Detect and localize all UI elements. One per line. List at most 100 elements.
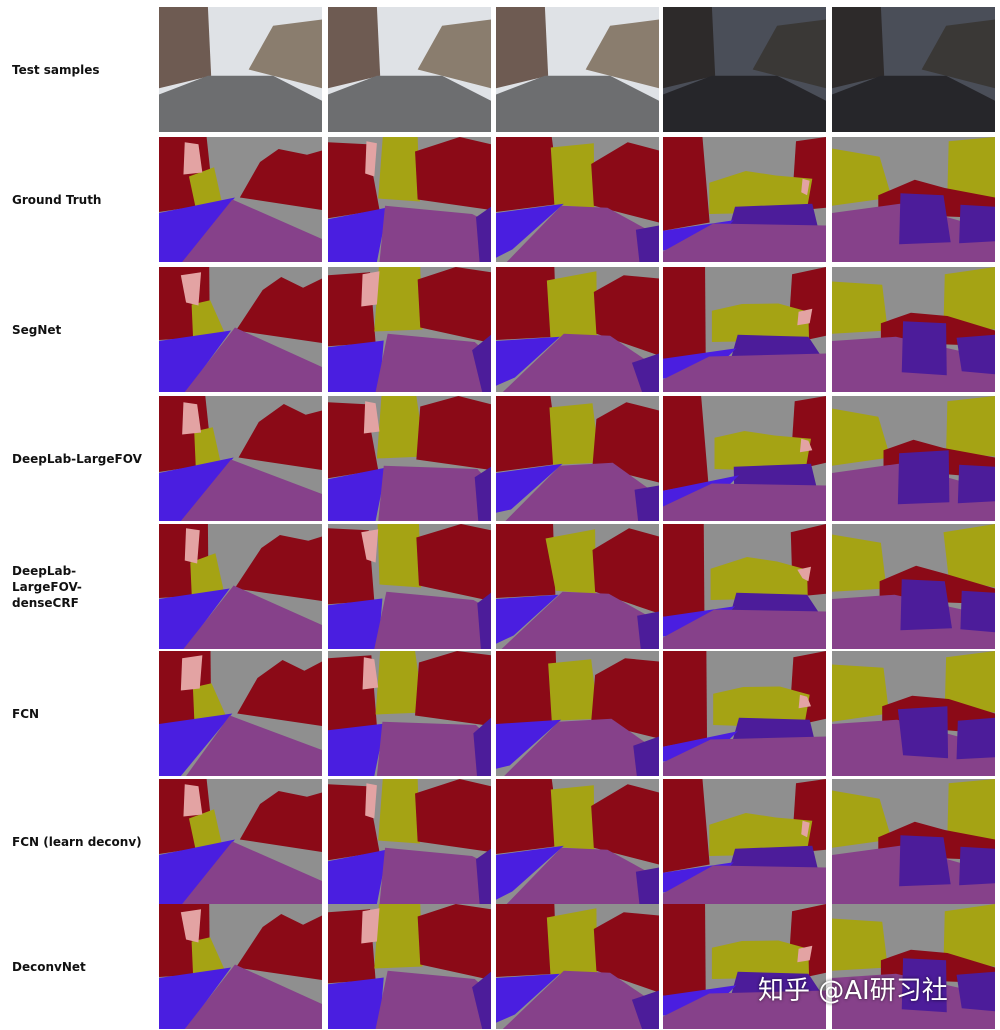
region: [239, 791, 322, 852]
region: [506, 205, 659, 262]
row-label: DeepLab-LargeFOV: [12, 451, 142, 466]
region: [328, 75, 491, 132]
region: [496, 75, 659, 132]
region: [416, 396, 491, 470]
region: [183, 585, 322, 649]
region: [663, 137, 710, 231]
region: [546, 271, 598, 338]
region: [184, 964, 322, 1029]
region: [733, 463, 817, 487]
region: [180, 655, 203, 691]
region: [897, 706, 949, 759]
region: [709, 171, 813, 214]
region: [234, 535, 322, 601]
region: [159, 75, 322, 132]
region: [496, 719, 562, 769]
region: [506, 847, 659, 904]
region: [376, 396, 426, 459]
region: [159, 457, 234, 521]
region: [956, 717, 995, 760]
segmentation-image: [496, 779, 659, 904]
region: [709, 813, 813, 856]
segmentation-image: [832, 137, 995, 262]
test-image: [159, 7, 322, 132]
region: [713, 686, 810, 728]
region: [832, 75, 995, 132]
region: [184, 327, 322, 392]
region: [328, 598, 383, 649]
region: [496, 524, 556, 598]
region: [663, 904, 706, 996]
region: [832, 664, 890, 722]
region: [592, 402, 659, 483]
segmentation-image: [328, 779, 491, 904]
region: [361, 908, 380, 944]
segmentation-image: [328, 396, 491, 521]
region: [728, 203, 818, 229]
region: [417, 267, 491, 343]
region: [731, 334, 821, 357]
region: [378, 137, 420, 202]
region: [731, 971, 821, 994]
test-image: [496, 7, 659, 132]
region: [545, 529, 596, 594]
region: [591, 658, 659, 739]
region: [730, 592, 820, 615]
region: [635, 867, 659, 904]
region: [591, 142, 659, 223]
region: [663, 990, 826, 1029]
row-label: FCN: [12, 706, 40, 721]
segmentation-image: [328, 137, 491, 262]
region: [186, 715, 322, 776]
region: [663, 609, 826, 649]
segmentation-image: [832, 396, 995, 521]
region: [832, 408, 891, 466]
segmentation-image: [832, 524, 995, 649]
region: [585, 19, 659, 89]
region: [799, 438, 813, 453]
region: [832, 534, 887, 592]
region: [182, 199, 322, 262]
row-label: Ground Truth: [12, 192, 102, 207]
region: [476, 848, 491, 904]
region: [379, 205, 491, 262]
region: [328, 723, 386, 776]
region: [944, 651, 995, 713]
test-image: [663, 7, 826, 132]
region: [591, 784, 659, 865]
region: [956, 971, 995, 1012]
region: [362, 657, 379, 690]
region: [921, 19, 995, 89]
region: [183, 142, 203, 175]
region: [328, 849, 388, 904]
region: [378, 465, 491, 521]
region: [496, 845, 564, 900]
region: [374, 267, 423, 332]
region: [416, 524, 491, 601]
segmentation-image: [159, 651, 322, 776]
region: [417, 904, 491, 980]
region: [374, 904, 423, 969]
region: [637, 611, 659, 649]
region: [375, 651, 424, 715]
segmentation-image: [328, 904, 491, 1029]
region: [797, 308, 813, 326]
region: [415, 137, 491, 210]
region: [752, 19, 826, 89]
region: [328, 467, 387, 521]
region: [797, 945, 813, 963]
region: [496, 651, 558, 728]
region: [593, 275, 659, 356]
segmentation-image: [663, 267, 826, 392]
test-image: [328, 7, 491, 132]
test-image: [832, 7, 995, 132]
region: [634, 485, 659, 521]
region: [180, 459, 322, 521]
region: [365, 141, 377, 177]
segmentation-image: [159, 779, 322, 904]
region: [183, 784, 203, 817]
row-label: FCN (learn deconv): [12, 834, 142, 849]
region: [182, 402, 202, 435]
segmentation-image: [832, 267, 995, 392]
region: [235, 914, 322, 980]
